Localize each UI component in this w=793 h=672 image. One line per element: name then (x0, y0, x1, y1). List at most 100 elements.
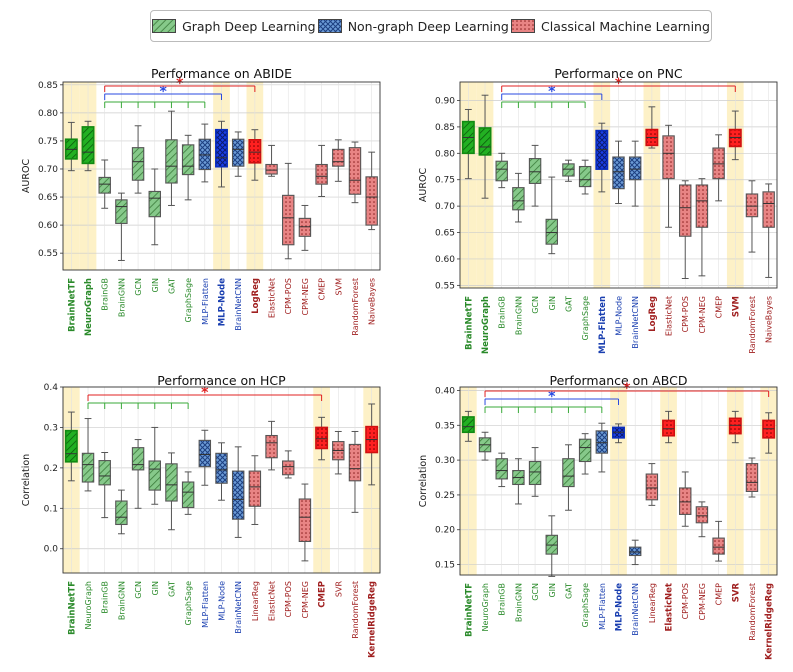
box-graphsage (181, 471, 195, 515)
box-gin (148, 426, 161, 505)
box-body (461, 416, 475, 434)
box-body (165, 139, 178, 184)
legend-label-classical: Classical Machine Learning (541, 18, 710, 34)
box-gcn (131, 125, 145, 194)
chart-title: Performance on ABCD (550, 373, 688, 388)
significance-star: * (201, 385, 209, 401)
x-tick-label-cpm-neg: CPM-NEG (301, 278, 310, 315)
x-tick-label-brainnettf: BrainNetTF (464, 583, 474, 637)
x-tick-label-cpm-pos: CPM-POS (284, 278, 293, 314)
y-axis-label: Correlation (418, 455, 429, 507)
box-body (662, 135, 675, 180)
x-tick-label-mlp-node: MLP-Node (615, 583, 625, 632)
box-brainnettf (64, 121, 78, 172)
legend: Graph Deep Learning Non-graph Deep Learn… (150, 10, 712, 42)
significance-bracket-blue: * (501, 84, 603, 100)
box-body (745, 193, 759, 218)
x-tick-label-cpm-pos: CPM-POS (681, 296, 690, 332)
box-cpm-pos (679, 180, 692, 279)
x-tick-label-randomforest: RandomForest (748, 296, 757, 354)
x-tick-label-svr: SVR (334, 581, 343, 598)
box-brainnettf (461, 108, 475, 180)
legend-item-graph: Graph Deep Learning (152, 19, 316, 34)
box-cmep (712, 134, 725, 202)
box-graphsage (181, 134, 195, 201)
box-brainnettf (64, 411, 78, 482)
x-tick-label-gat: GAT (564, 296, 573, 312)
box-body (81, 452, 95, 483)
box-body (315, 163, 328, 185)
x-tick-label-braingb: BrainGB (101, 581, 110, 614)
significance-bracket-red: * (87, 385, 323, 401)
box-body (215, 128, 228, 168)
box-body (298, 498, 312, 543)
x-tick-label-randomforest: RandomForest (351, 581, 360, 639)
box-body (282, 460, 295, 476)
x-tick-label-naivebayes: NaiveBayes (765, 296, 774, 343)
x-tick-label-cpm-neg: CPM-NEG (301, 581, 310, 618)
box-body (679, 487, 692, 515)
box-body (495, 458, 508, 480)
x-tick-label-gat: GAT (167, 581, 176, 597)
box-gin (545, 176, 558, 255)
box-gat (165, 452, 178, 531)
box-body (282, 194, 295, 246)
box-mlp-flatten (198, 429, 212, 486)
chart-title: Performance on PNC (554, 66, 683, 81)
box-mlp-flatten (595, 122, 609, 193)
box-body (265, 163, 278, 175)
box-body (595, 430, 609, 454)
box-body (512, 187, 525, 211)
chart-title: Performance on HCP (157, 373, 286, 388)
x-tick-label-brainnettf: BrainNetTF (67, 581, 77, 635)
box-mlp-flatten (198, 123, 212, 183)
box-randomforest (745, 457, 759, 498)
box-mlp-node (215, 120, 228, 188)
box-body (231, 470, 245, 520)
box-body (348, 147, 362, 195)
y-tick-label: 0.60 (435, 255, 455, 265)
box-logreg (645, 106, 659, 149)
box-body (131, 147, 145, 181)
x-tick-label-graphsage: GraphSage (581, 296, 590, 341)
chart-hcp: Performance on HCP 0.0 0.1 0.2 0.3 0.4 Correla… (21, 373, 381, 658)
y-axis-label: Correlation (21, 454, 32, 506)
box-naivebayes (365, 151, 378, 231)
box-cpm-pos (679, 471, 692, 527)
significance-bracket-green (501, 101, 586, 108)
x-tick-label-neurograph: NeuroGraph (84, 278, 94, 336)
x-tick-label-brainnetcnn: BrainNetCNN (631, 583, 640, 636)
x-tick-label-cpm-pos: CPM-POS (284, 581, 293, 617)
box-elasticnet (662, 124, 675, 228)
box-gcn (131, 439, 145, 509)
x-tick-label-elasticnet: ElasticNet (665, 296, 674, 336)
box-body (645, 473, 659, 501)
y-tick-label: 0.2 (44, 464, 58, 474)
x-tick-label-gcn: GCN (531, 296, 540, 314)
x-tick-label-linearreg: LinearReg (648, 583, 657, 623)
plot-frame (62, 81, 381, 271)
box-linearreg (645, 463, 659, 506)
plot-frame (62, 386, 381, 574)
y-tick-label: 0.85 (435, 123, 455, 133)
x-tick-label-cmep: CMEP (715, 296, 724, 319)
box-body (165, 463, 178, 502)
legend-label-nongraph: Non-graph Deep Learning (347, 18, 509, 34)
legend-item-nongraph: Non-graph Deep Learning (317, 18, 509, 34)
y-tick-label: 0.40 (435, 386, 455, 396)
box-body (578, 165, 592, 188)
box-body (728, 417, 742, 435)
significance-bracket-red: * (484, 381, 770, 397)
box-mlp-node (215, 442, 228, 501)
box-cmep (712, 520, 725, 562)
box-cmep (315, 144, 328, 197)
legend-item-classical: Classical Machine Learning (511, 19, 710, 34)
x-tick-label-brainnetcnn: BrainNetCNN (234, 278, 243, 331)
significance-star: * (615, 76, 623, 92)
box-mlp-node (612, 423, 625, 444)
x-tick-label-elasticnet: ElasticNet (268, 278, 277, 318)
y-tick-label: 0.3 (44, 423, 58, 433)
y-tick-label: 0.75 (38, 137, 58, 147)
box-body (612, 156, 625, 190)
x-tick-label-braingnn: BrainGNN (117, 581, 126, 620)
